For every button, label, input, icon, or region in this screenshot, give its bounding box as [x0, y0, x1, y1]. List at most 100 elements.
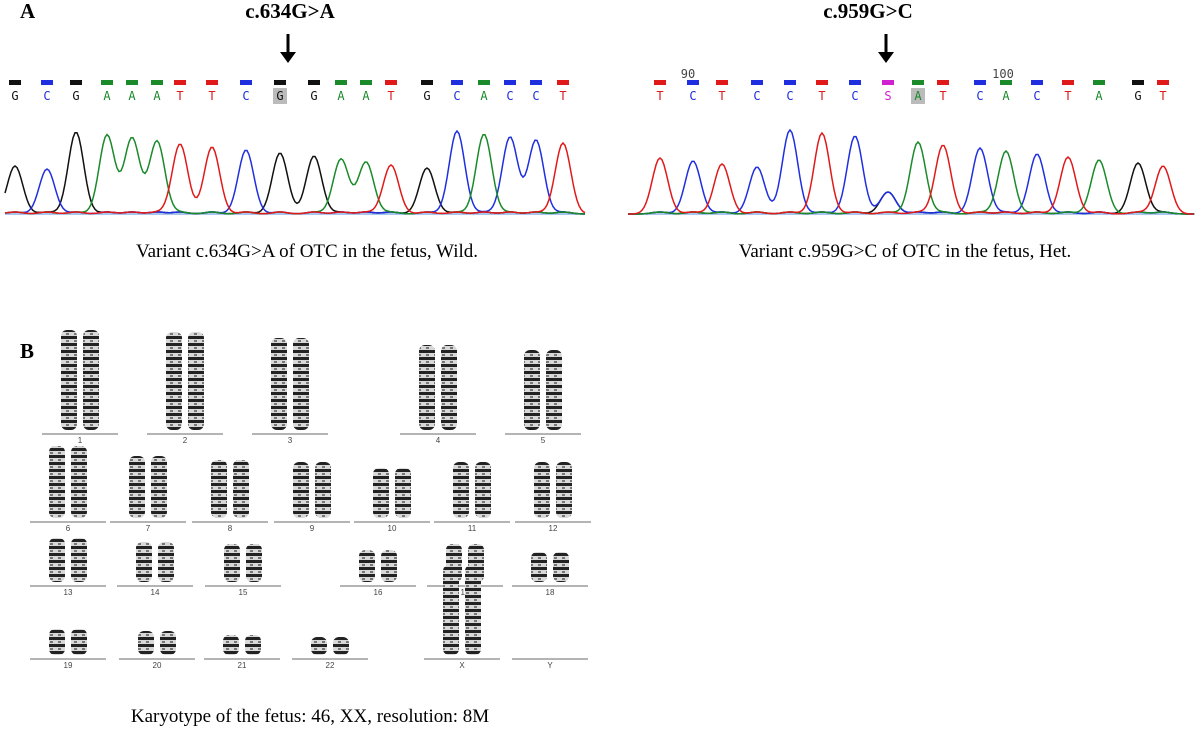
chromosome-label: 19 [64, 661, 73, 670]
chromosome-label: 22 [326, 661, 335, 670]
base-call: A [480, 89, 488, 103]
base-call: A [1002, 89, 1010, 103]
caption: Variant c.959G>C of OTC in the fetus, He… [739, 241, 1072, 262]
base-bar [1062, 80, 1074, 85]
chromosome [129, 456, 145, 518]
base-bar [784, 80, 796, 85]
chromosome [271, 338, 287, 430]
chromosome [381, 550, 397, 582]
chromosome [246, 544, 262, 582]
base-bar [882, 80, 894, 85]
chromosome-label: 10 [388, 524, 397, 533]
base-bar [1000, 80, 1012, 85]
chromosome-label: 16 [374, 588, 383, 597]
chromosome [373, 468, 389, 518]
base-bar [385, 80, 397, 85]
chromosome [49, 629, 65, 655]
base-bar [274, 80, 286, 85]
chromosome [160, 631, 176, 655]
variant-title: c.634G>A [245, 0, 335, 23]
chromosome [293, 462, 309, 518]
base-call: T [939, 89, 946, 103]
base-call: C [506, 89, 513, 103]
chromosome [556, 462, 572, 518]
chromosome [333, 637, 349, 655]
arrow [280, 34, 894, 63]
base-bar [126, 80, 138, 85]
base-call: T [1159, 89, 1166, 103]
chromosome [223, 635, 239, 655]
base-call: C [753, 89, 760, 103]
base-bar [751, 80, 763, 85]
highlight [911, 88, 925, 104]
base-bar [937, 80, 949, 85]
variant-title: c.959G>C [823, 0, 913, 23]
base-call: A [337, 89, 345, 103]
base-bar [1031, 80, 1043, 85]
base-call: T [1064, 89, 1071, 103]
base-call: T [387, 89, 394, 103]
base-bar [1157, 80, 1169, 85]
chromosome-label: 12 [549, 524, 558, 533]
base-call: A [914, 89, 922, 103]
chromosome-label: 9 [310, 524, 315, 533]
chromosome-label: 4 [436, 436, 441, 445]
chromosome-label: 21 [238, 661, 247, 670]
chromatogram-trace [628, 131, 1194, 215]
base-call: A [103, 89, 111, 103]
chromosome [188, 332, 204, 430]
chromosome [546, 350, 562, 430]
chromosome [531, 552, 547, 582]
chromosome [224, 544, 240, 582]
base-bar [1132, 80, 1144, 85]
chromosome [311, 637, 327, 655]
base-call: G [72, 89, 79, 103]
base-call: A [128, 89, 136, 103]
chromosome [465, 565, 481, 655]
chromosome-label: Y [547, 661, 553, 670]
chromosome-label: 7 [146, 524, 151, 533]
base-call: C [242, 89, 249, 103]
chromosome-label: 20 [153, 661, 162, 670]
chromosome [395, 468, 411, 518]
base-bar [101, 80, 113, 85]
base-call: S [884, 89, 891, 103]
caption: Variant c.634G>A of OTC in the fetus, Wi… [136, 241, 478, 262]
chromosome [71, 446, 87, 518]
base-bar [360, 80, 372, 85]
chromosome [315, 462, 331, 518]
chromosome-label: 1 [78, 436, 83, 445]
base-call: G [310, 89, 317, 103]
ruler-label: 90 [681, 67, 695, 81]
base-bar [816, 80, 828, 85]
chromosome-label: 13 [64, 588, 73, 597]
base-bar [849, 80, 861, 85]
chromosome-label: 18 [546, 588, 555, 597]
caption: Karyotype of the fetus: 46, XX, resoluti… [131, 706, 489, 727]
base-bar [451, 80, 463, 85]
base-call: C [453, 89, 460, 103]
base-call: A [1095, 89, 1103, 103]
chromosome [151, 456, 167, 518]
chromosome [71, 538, 87, 582]
base-bar [335, 80, 347, 85]
base-call: T [656, 89, 663, 103]
chromosome [553, 552, 569, 582]
base-call: G [276, 89, 283, 103]
chromosome [49, 446, 65, 518]
base-bar [41, 80, 53, 85]
base-bar [70, 80, 82, 85]
chromosome [443, 565, 459, 655]
base-call: T [818, 89, 825, 103]
base-call: T [176, 89, 183, 103]
base-bar [654, 80, 666, 85]
base-call: C [532, 89, 539, 103]
base-bar [240, 80, 252, 85]
chromatogram-trace [628, 140, 1194, 215]
chromosome [441, 345, 457, 430]
chromosome [534, 462, 550, 518]
chromosome-label: X [459, 661, 465, 670]
chromosome [245, 635, 261, 655]
base-bar [206, 80, 218, 85]
highlight [273, 88, 287, 104]
